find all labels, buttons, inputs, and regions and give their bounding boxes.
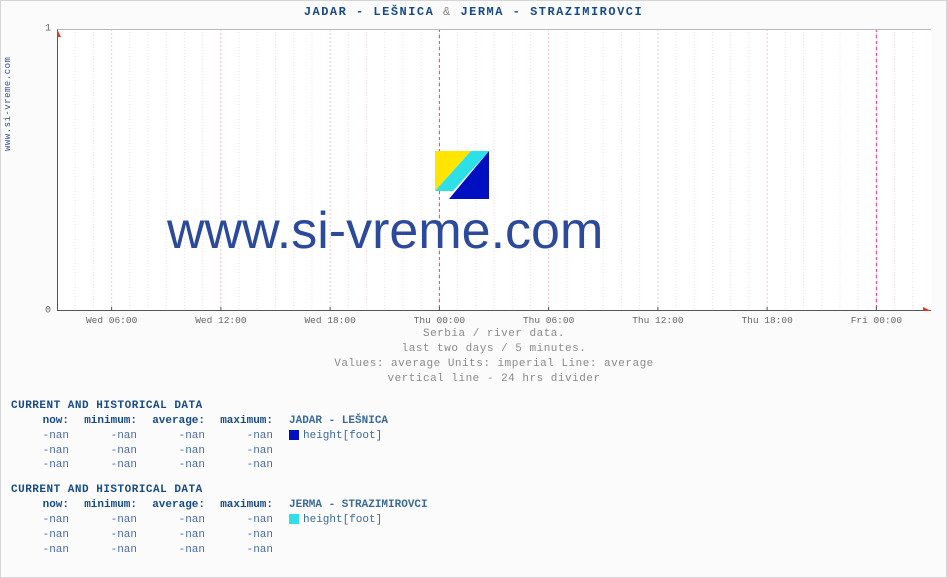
data-cell: -nan xyxy=(79,429,147,444)
caption-line: last two days / 5 minutes. xyxy=(57,342,931,357)
x-tick-label: Wed 18:00 xyxy=(304,315,355,326)
watermark-logo-icon xyxy=(435,151,489,204)
watermark-text: www.si-vreme.com xyxy=(167,201,603,261)
data-cell: -nan xyxy=(11,543,79,558)
data-cell: -nan xyxy=(11,458,79,473)
x-tick-label: Thu 00:00 xyxy=(414,315,465,326)
chart-plot-area: www.si-vreme.com 01Wed 06:00Wed 12:00Wed… xyxy=(57,29,931,311)
data-cell: -nan xyxy=(79,528,147,543)
data-cell: -nan xyxy=(79,513,147,528)
data-cell: -nan xyxy=(147,458,215,473)
data-col-header: now: xyxy=(11,498,79,513)
data-cell: -nan xyxy=(79,458,147,473)
chart-caption: Serbia / river data. last two days / 5 m… xyxy=(57,327,931,386)
series-metric-text: height[foot] xyxy=(303,430,382,442)
data-cell: -nan xyxy=(215,528,283,543)
x-tick-label: Wed 06:00 xyxy=(86,315,137,326)
x-tick-label: Thu 06:00 xyxy=(523,315,574,326)
data-cell: -nan xyxy=(147,528,215,543)
caption-line: Serbia / river data. xyxy=(57,327,931,342)
data-cell: -nan xyxy=(79,543,147,558)
data-col-header: average: xyxy=(147,414,215,429)
data-cell: -nan xyxy=(11,444,79,459)
data-cell: -nan xyxy=(147,543,215,558)
title-right: JERMA - STRAZIMIROVCI xyxy=(460,5,643,19)
chart-title: JADAR - LEŠNICA & JERMA - STRAZIMIROVCI xyxy=(1,5,946,19)
series-metric: height[foot] xyxy=(283,513,438,528)
data-block-title: CURRENT AND HISTORICAL DATA xyxy=(11,399,438,414)
data-cell: -nan xyxy=(215,444,283,459)
data-cell: -nan xyxy=(11,429,79,444)
x-tick-label: Fri 00:00 xyxy=(851,315,902,326)
x-tick-label: Thu 18:00 xyxy=(741,315,792,326)
series-swatch-icon xyxy=(289,514,299,524)
data-cell: -nan xyxy=(215,429,283,444)
data-col-header: minimum: xyxy=(79,498,147,513)
data-cell: -nan xyxy=(147,429,215,444)
data-block: CURRENT AND HISTORICAL DATAnow:minimum:a… xyxy=(11,483,438,557)
series-label: JERMA - STRAZIMIROVCI xyxy=(283,498,438,513)
data-tables: CURRENT AND HISTORICAL DATAnow:minimum:a… xyxy=(11,399,438,567)
side-site-label: www.si-vreme.com xyxy=(3,57,13,151)
chart-page: www.si-vreme.com JADAR - LEŠNICA & JERMA… xyxy=(0,0,947,578)
data-cell: -nan xyxy=(11,513,79,528)
data-col-header: maximum: xyxy=(215,498,283,513)
data-block: CURRENT AND HISTORICAL DATAnow:minimum:a… xyxy=(11,399,438,473)
data-cell: -nan xyxy=(79,444,147,459)
series-label: JADAR - LEŠNICA xyxy=(283,414,398,429)
data-cell: -nan xyxy=(215,458,283,473)
title-ampersand: & xyxy=(443,5,452,19)
caption-line: vertical line - 24 hrs divider xyxy=(57,372,931,387)
data-col-header: maximum: xyxy=(215,414,283,429)
y-tick-label: 1 xyxy=(45,24,51,35)
data-cell: -nan xyxy=(147,513,215,528)
x-tick-label: Thu 12:00 xyxy=(632,315,683,326)
data-cell: -nan xyxy=(147,444,215,459)
caption-line: Values: average Units: imperial Line: av… xyxy=(57,357,931,372)
series-metric-text: height[foot] xyxy=(303,514,382,526)
data-col-header: now: xyxy=(11,414,79,429)
data-col-header: average: xyxy=(147,498,215,513)
data-block-title: CURRENT AND HISTORICAL DATA xyxy=(11,483,438,498)
title-left: JADAR - LEŠNICA xyxy=(304,5,435,19)
y-tick-label: 0 xyxy=(45,306,51,317)
data-cell: -nan xyxy=(11,528,79,543)
data-cell: -nan xyxy=(215,543,283,558)
x-tick-label: Wed 12:00 xyxy=(195,315,246,326)
series-metric: height[foot] xyxy=(283,429,398,444)
data-col-header: minimum: xyxy=(79,414,147,429)
data-cell: -nan xyxy=(215,513,283,528)
series-swatch-icon xyxy=(289,430,299,440)
